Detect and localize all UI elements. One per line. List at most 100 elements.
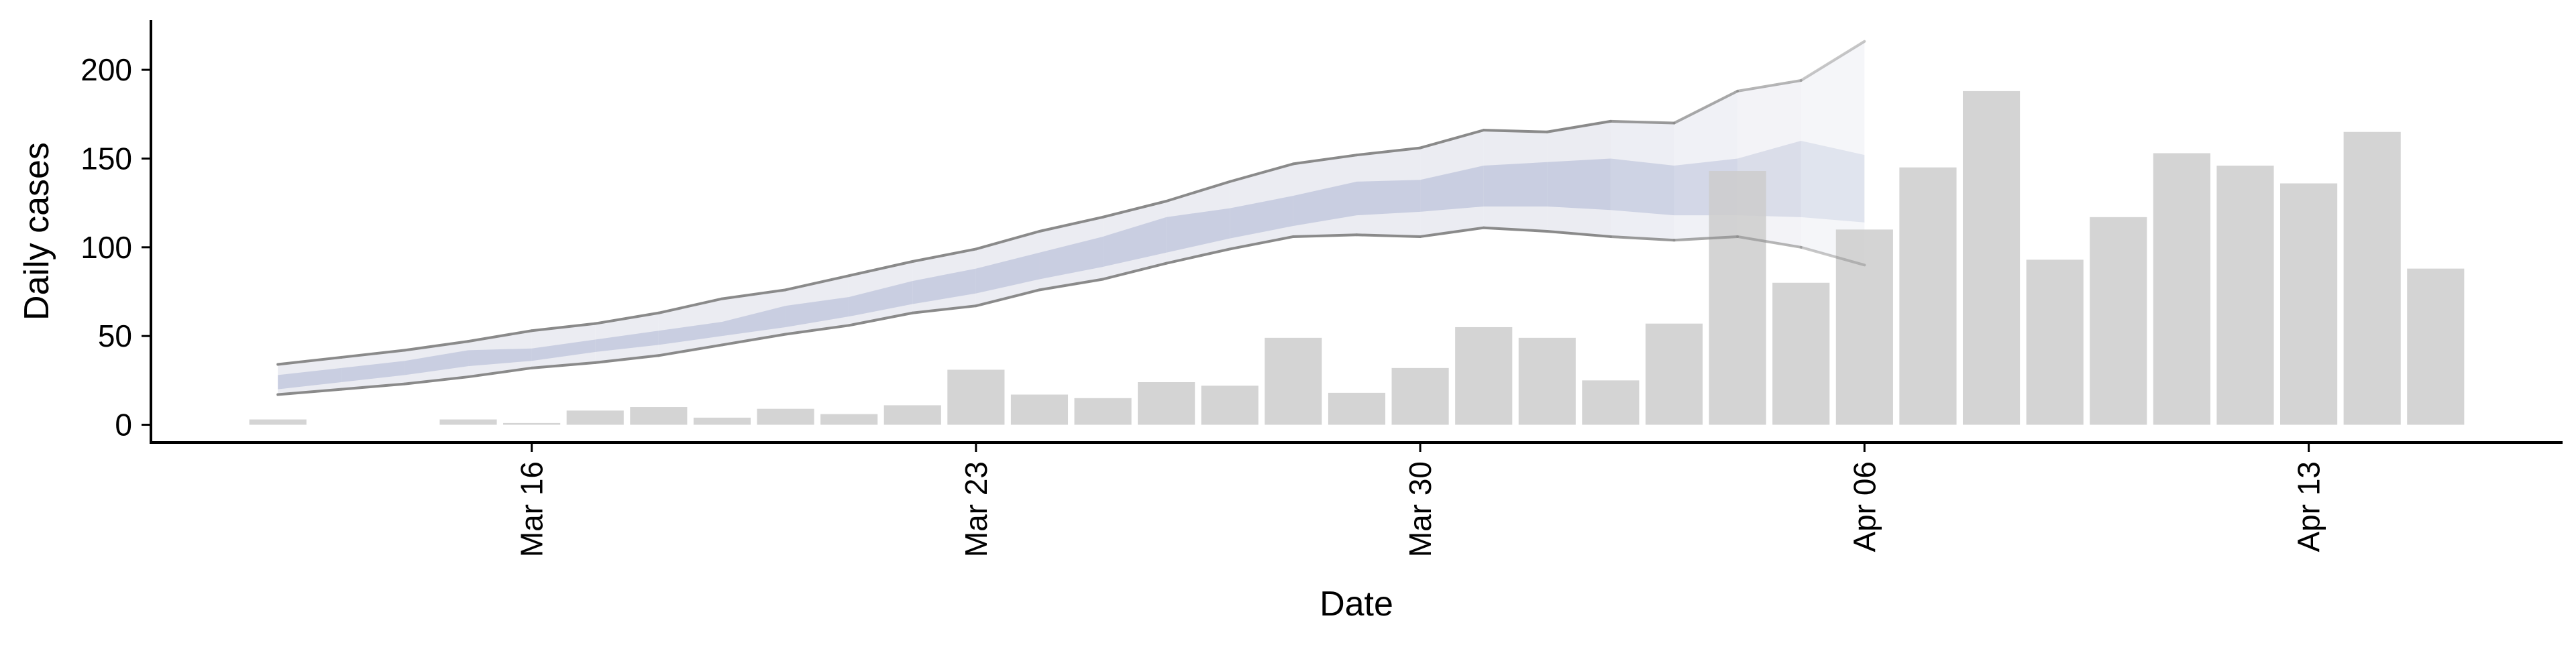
lower-bound-line-segment	[467, 366, 533, 379]
upper-bound-line-segment	[1799, 40, 1866, 82]
lower-bound-line-segment	[1038, 278, 1105, 292]
daily-case-bar	[947, 369, 1005, 425]
daily-case-bar	[2153, 153, 2210, 425]
lower-bound-line-segment	[1609, 235, 1676, 242]
inner-interval-band-segment	[1610, 158, 1674, 216]
inner-interval-band-segment	[658, 322, 722, 345]
daily-case-bar	[1391, 367, 1449, 425]
daily-case-bar	[1328, 392, 1386, 425]
upper-bound-line-segment	[784, 274, 851, 292]
daily-case-bar	[2090, 217, 2147, 425]
daily-case-bar	[820, 414, 878, 425]
daily-case-bar	[2280, 183, 2338, 425]
lower-bound-line-segment	[1102, 261, 1168, 281]
upper-bound-line-segment	[530, 322, 597, 333]
y-ticks: 0 50 100 150 200	[80, 52, 151, 443]
upper-bound-line-segment	[1355, 146, 1422, 157]
inner-interval-band-segment	[595, 331, 659, 352]
inner-interval-band-segment	[912, 268, 976, 304]
lower-bound-line-segment	[974, 288, 1041, 308]
upper-bound-line-segment	[657, 297, 724, 314]
x-ticks: Mar 16 Mar 23 Mar 30 Apr 06 Apr 13	[515, 443, 2326, 557]
daily-case-bar	[1010, 394, 1069, 425]
daily-case-bar	[503, 422, 561, 425]
lower-bound-line-segment	[1482, 226, 1549, 233]
inner-interval-band-segment	[975, 252, 1040, 294]
bar-series	[249, 91, 2465, 425]
lower-bound-line-segment	[911, 304, 977, 314]
daily-case-bar	[1582, 380, 1640, 425]
upper-bound-line-segment	[974, 230, 1041, 251]
y-tick-label: 150	[80, 141, 132, 176]
upper-bound-line-segment	[276, 355, 343, 366]
inner-interval-band-segment	[722, 306, 786, 337]
daily-case-bar	[883, 405, 941, 425]
upper-bound-line-segment	[339, 349, 407, 359]
lower-bound-line-segment	[530, 361, 597, 369]
lower-bound-line-segment	[1228, 235, 1295, 251]
daily-case-bar	[1074, 398, 1132, 425]
inner-interval-band-segment	[1420, 166, 1484, 212]
lower-bound-line-segment	[1672, 235, 1739, 242]
inner-interval-band-segment	[1547, 158, 1611, 211]
lower-bound-line-segment	[784, 324, 851, 336]
lower-bound-line-segment	[1419, 226, 1485, 238]
daily-case-bar	[757, 408, 814, 425]
lower-bound-line-segment	[1546, 230, 1612, 238]
upper-bound-line-segment	[467, 329, 533, 343]
upper-bound-line-segment	[847, 260, 914, 278]
inner-interval-band-segment	[1293, 181, 1357, 227]
lower-bound-line-segment	[1165, 247, 1232, 265]
upper-bound-line-segment	[403, 340, 470, 352]
x-tick-label: Mar 16	[515, 461, 549, 557]
y-tick-label: 100	[80, 230, 132, 265]
inner-interval-band-segment	[1103, 217, 1167, 267]
upper-bound-line-segment	[1102, 200, 1168, 219]
lower-bound-line-segment	[1291, 233, 1358, 238]
axes	[150, 20, 2563, 444]
lower-bound-line-segment	[276, 388, 343, 396]
daily-case-bar	[1455, 327, 1513, 425]
inner-interval-band-segment	[531, 339, 596, 361]
lower-bound-line-segment	[657, 343, 724, 357]
upper-bound-line-segment	[1609, 119, 1676, 125]
lower-bound-line-segment	[594, 354, 660, 364]
lower-bound-line-segment	[1355, 233, 1422, 238]
x-axis-title: Date	[1320, 585, 1393, 624]
daily-case-bar	[1645, 323, 1703, 425]
lower-bound-line-segment	[720, 333, 788, 347]
y-tick-label: 50	[98, 318, 132, 353]
x-tick-label: Apr 06	[1847, 461, 1882, 552]
daily-case-bar	[2407, 268, 2465, 425]
daily-case-bar	[693, 417, 751, 425]
estimate-bands	[278, 41, 1865, 395]
upper-bound-line-segment	[1546, 119, 1612, 133]
inner-interval-band-segment	[468, 348, 532, 367]
daily-case-bar	[1962, 91, 2021, 425]
daily-case-bar	[1265, 337, 1322, 425]
x-tick-label: Mar 23	[959, 461, 994, 557]
daily-case-bar	[2216, 166, 2274, 425]
y-tick-label: 0	[115, 408, 132, 443]
inner-interval-band-segment	[341, 361, 405, 382]
lower-bound-line-segment	[403, 375, 470, 386]
inner-interval-band-segment	[786, 296, 849, 327]
daily-case-bar	[1772, 282, 1830, 425]
daily-case-bar	[2026, 259, 2084, 425]
y-axis-title: Daily cases	[17, 142, 56, 320]
inner-interval-band-segment	[405, 350, 469, 375]
upper-bound-line-segment	[1736, 79, 1803, 93]
inner-interval-band-segment	[849, 281, 913, 317]
inner-interval-band-segment	[1166, 208, 1230, 253]
lower-bound-line-segment	[1799, 245, 1866, 267]
upper-bound-line-segment	[1419, 129, 1485, 150]
upper-bound-line-segment	[594, 311, 660, 325]
lower-bound-line-segment	[339, 382, 407, 391]
inner-interval-band-segment	[1801, 141, 1865, 223]
upper-bound-line-segment	[1482, 129, 1549, 133]
upper-bound-line-segment	[1228, 162, 1295, 183]
x-tick-label: Mar 30	[1403, 461, 1438, 557]
daily-case-bar	[630, 407, 688, 425]
